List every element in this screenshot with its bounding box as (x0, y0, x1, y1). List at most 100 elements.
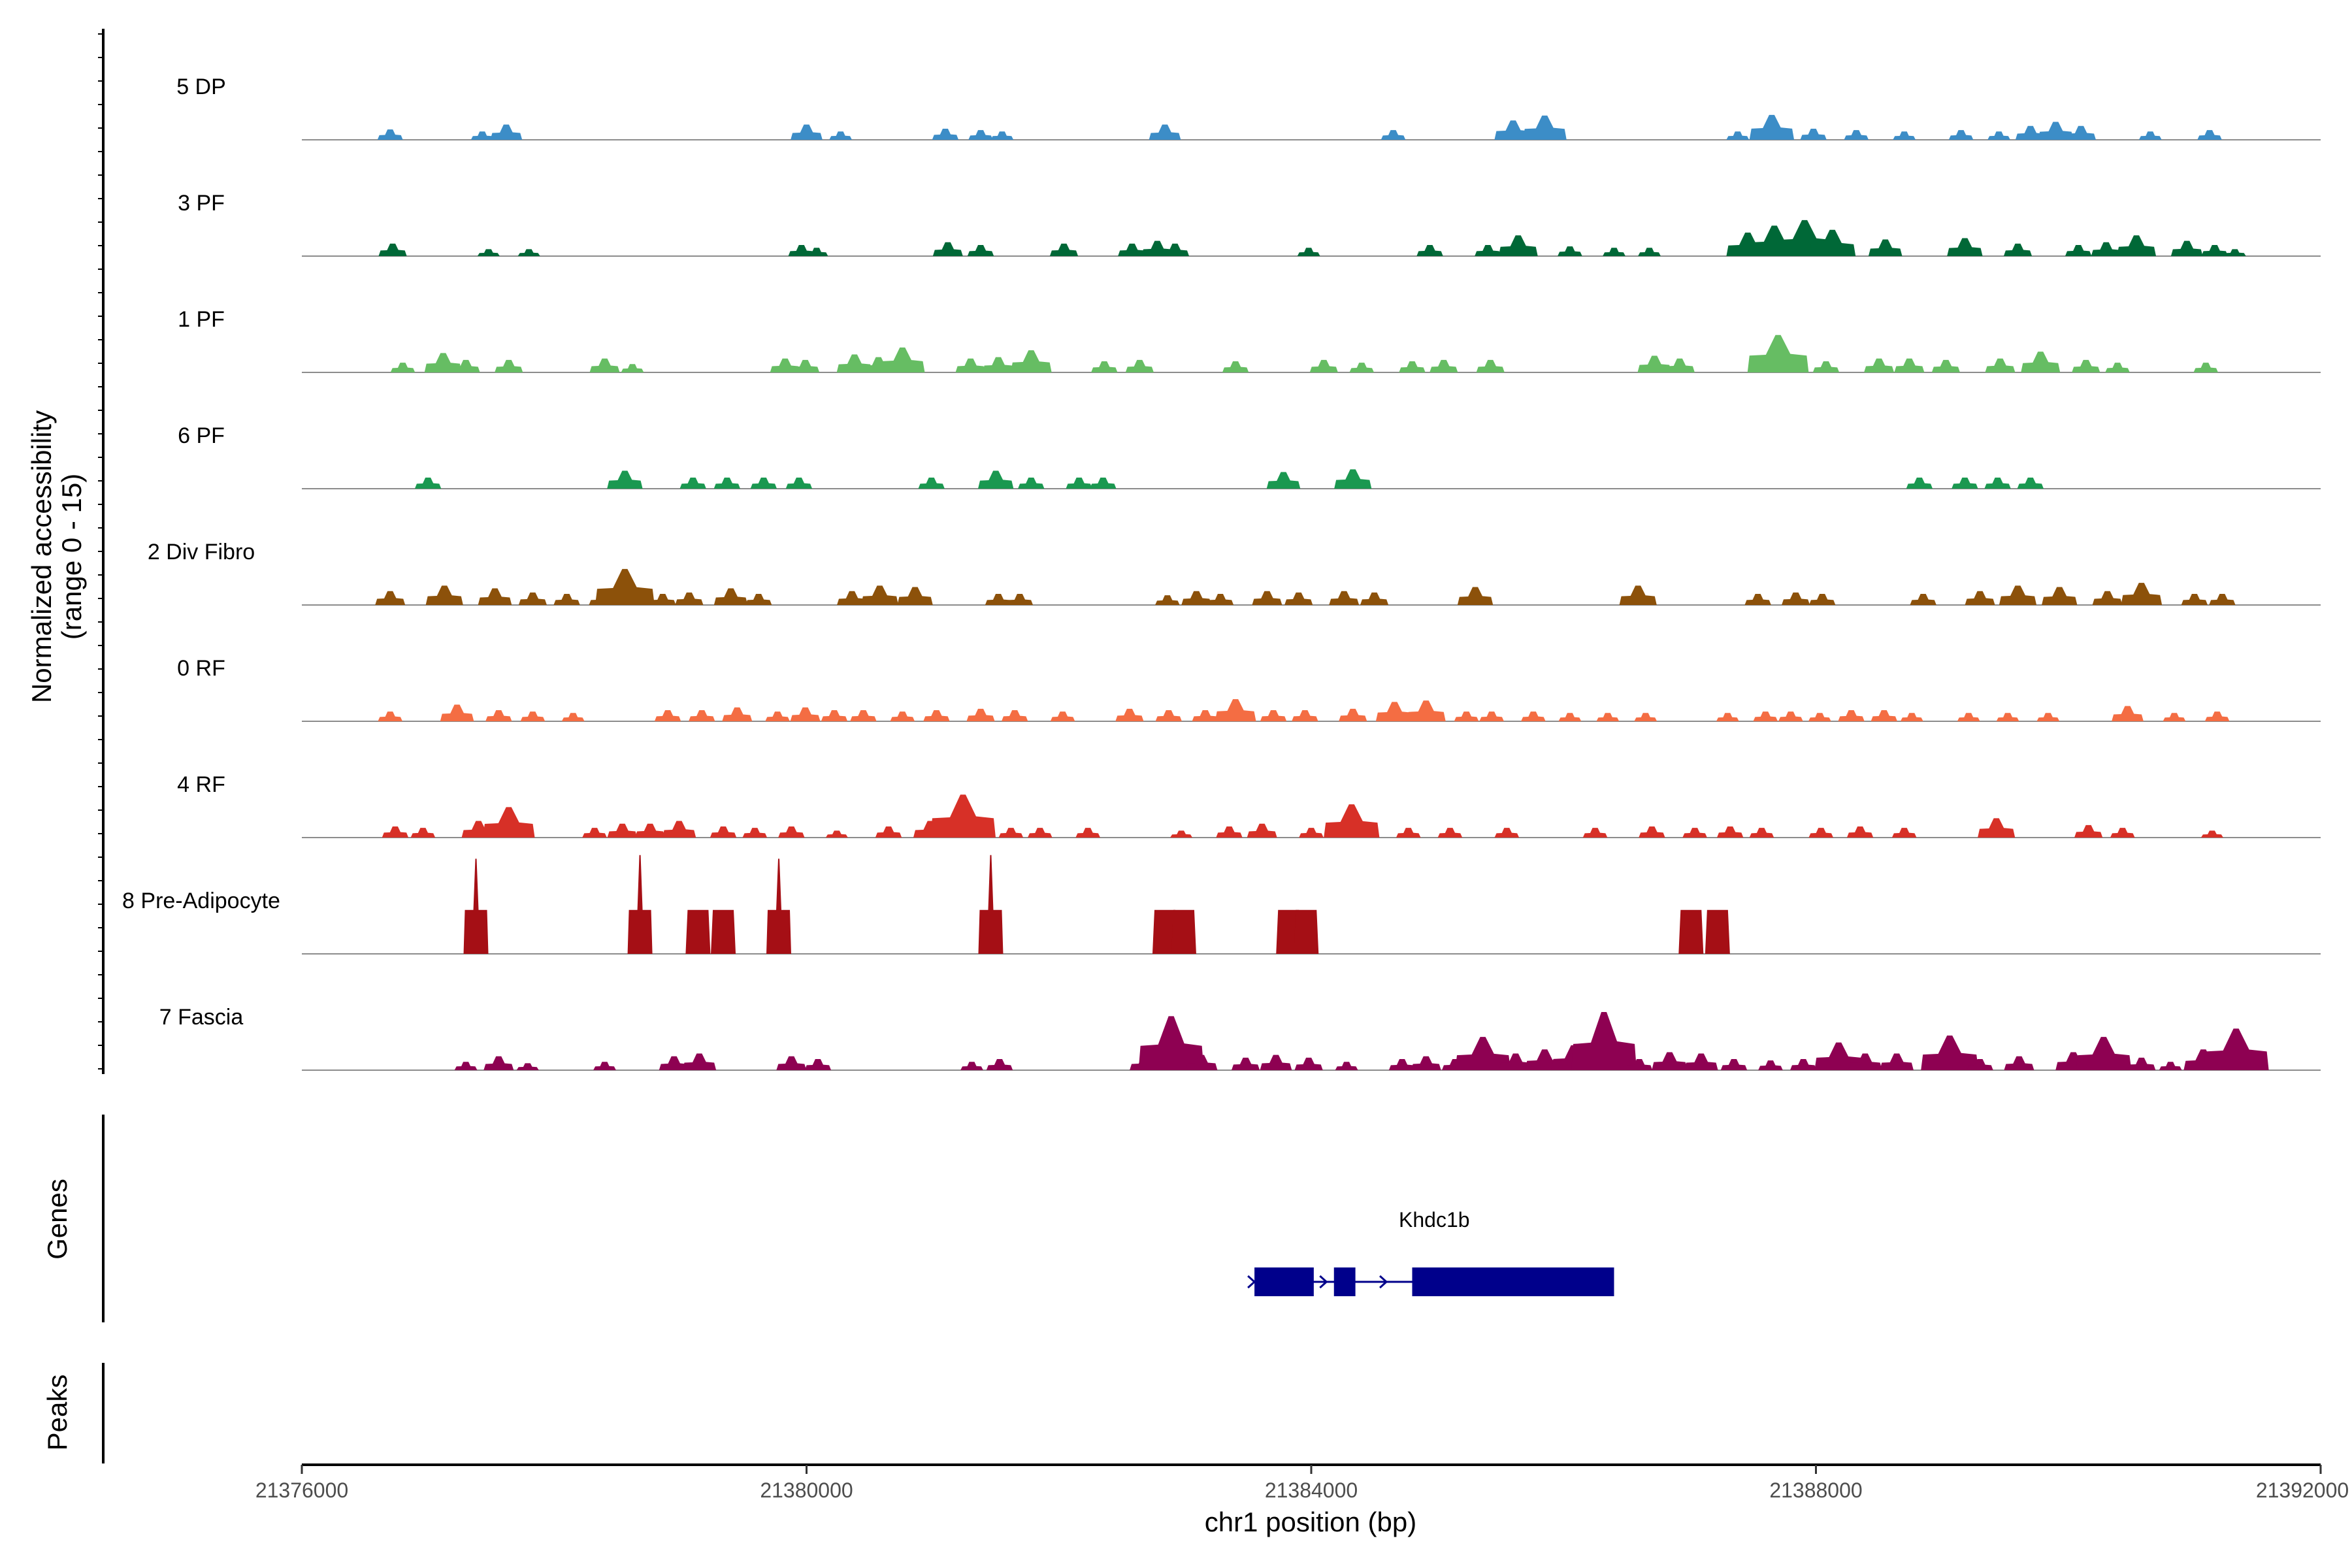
coverage-peak (1978, 818, 2016, 838)
coverage-peak (923, 710, 950, 721)
coverage-peak (377, 129, 403, 140)
coverage-peak (1682, 828, 1707, 838)
coverage-peak (1720, 1059, 1748, 1070)
coverage-peak (966, 708, 995, 721)
track-label: 2 Div Fibro (148, 540, 255, 564)
coverage-peak (2197, 130, 2222, 140)
coverage-peak (482, 807, 535, 838)
coverage-peak (516, 1063, 539, 1070)
coverage-peak (875, 826, 902, 838)
strand-arrow-icon (1319, 1275, 1328, 1289)
coverage-peak (1454, 711, 1479, 721)
coverage-peak (1952, 478, 1978, 489)
coverage-peak (1900, 713, 1923, 721)
coverage-peak (1138, 1016, 1204, 1070)
coverage-peak (1115, 708, 1144, 721)
coverage-peak (424, 353, 462, 372)
coverage-peak (1846, 826, 1874, 838)
coverage-peak (998, 828, 1024, 838)
coverage-peak (1152, 909, 1177, 954)
strand-arrow-icon (1247, 1275, 1256, 1289)
track-5-dp: 5 DP (176, 74, 2321, 140)
coverage-peak (1800, 129, 1827, 140)
coverage-peak (1010, 350, 1052, 372)
coverage-peak (1638, 248, 1661, 256)
coverage-peak (1437, 828, 1463, 838)
coverage-peak (1716, 713, 1739, 721)
coverage-peak (2015, 125, 2046, 140)
coverage-peak (1252, 591, 1282, 605)
coverage-peak (1185, 1054, 1218, 1070)
x-tick-label: 21392000 (2256, 1478, 2349, 1502)
coverage-peak (378, 243, 407, 256)
coverage-peak (1380, 130, 1406, 140)
coverage-peak (517, 249, 540, 256)
track-label: 0 RF (177, 656, 225, 681)
coverage-peak (2112, 706, 2144, 721)
coverage-peak (836, 354, 873, 372)
coverage-peak (1910, 594, 1936, 605)
coverage-peak (2065, 245, 2092, 256)
coverage-peak (675, 592, 704, 605)
coverage-peak (1399, 361, 1426, 372)
coverage-peak (978, 855, 1004, 954)
track-label: 5 DP (176, 74, 226, 99)
coverage-peak (2200, 830, 2223, 838)
coverage-peak (662, 821, 696, 838)
coverage-peak (495, 359, 523, 372)
coverage-peak (1406, 700, 1446, 721)
coverage-peak (1965, 591, 1995, 605)
coverage-peak (454, 1062, 478, 1070)
coverage-peak (713, 588, 748, 605)
coverage-peak (2074, 825, 2103, 838)
coverage-peak (414, 478, 442, 489)
coverage-peak (463, 858, 489, 954)
coverage-peak (1652, 1052, 1688, 1070)
coverage-peak (1396, 828, 1421, 838)
coverage-peak (1091, 361, 1118, 372)
coverage-peak (1957, 713, 1980, 721)
coverage-peak (932, 242, 963, 256)
coverage-peak (2121, 583, 2163, 605)
coverage-peak (1299, 828, 1324, 838)
track-8-pre-adipocyte: 8 Pre-Adipocyte (122, 855, 2321, 955)
coverage-peak (765, 711, 790, 721)
coverage-peak (470, 131, 494, 140)
coverage-peak (1705, 909, 1730, 954)
coverage-peak (897, 587, 933, 605)
coverage-peak (518, 592, 547, 605)
coverage-peak (918, 478, 945, 489)
coverage-peak (2042, 587, 2078, 605)
coverage-peak (2017, 478, 2044, 489)
coverage-peak (1582, 828, 1608, 838)
coverage-peak (990, 131, 1014, 140)
coverage-peak (986, 1059, 1013, 1070)
coverage-peak (390, 363, 416, 372)
coverage-peak (1996, 713, 2019, 721)
coverage-peak (837, 591, 868, 605)
coverage-peak (520, 711, 546, 721)
y-axis-title-sub: (range 0 - 15) (56, 474, 87, 640)
track-6-pf: 6 PF (178, 423, 2321, 489)
coverage-peak (710, 826, 737, 838)
coverage-peak (2091, 242, 2121, 256)
coverage-peak (985, 594, 1012, 605)
coverage-peak (627, 855, 653, 954)
coverage-peak (1006, 594, 1034, 605)
coverage-peak (860, 585, 899, 605)
track-label: 7 Fascia (159, 1005, 244, 1030)
coverage-peak (1753, 711, 1778, 721)
coverage-peak (1894, 358, 1925, 372)
coverage-peak (1749, 114, 1795, 140)
coverage-peak (685, 909, 711, 954)
coverage-peak (766, 858, 792, 954)
coverage-peak (635, 823, 666, 838)
coverage-peak (1284, 592, 1313, 605)
coverage-peak (1782, 592, 1810, 605)
coverage-peak (1118, 243, 1147, 256)
coverage-peak (850, 710, 877, 721)
coverage-peak (1222, 361, 1249, 372)
coverage-peak (375, 591, 406, 605)
coverage-peak (2138, 131, 2162, 140)
coverage-peak (1808, 713, 1831, 721)
